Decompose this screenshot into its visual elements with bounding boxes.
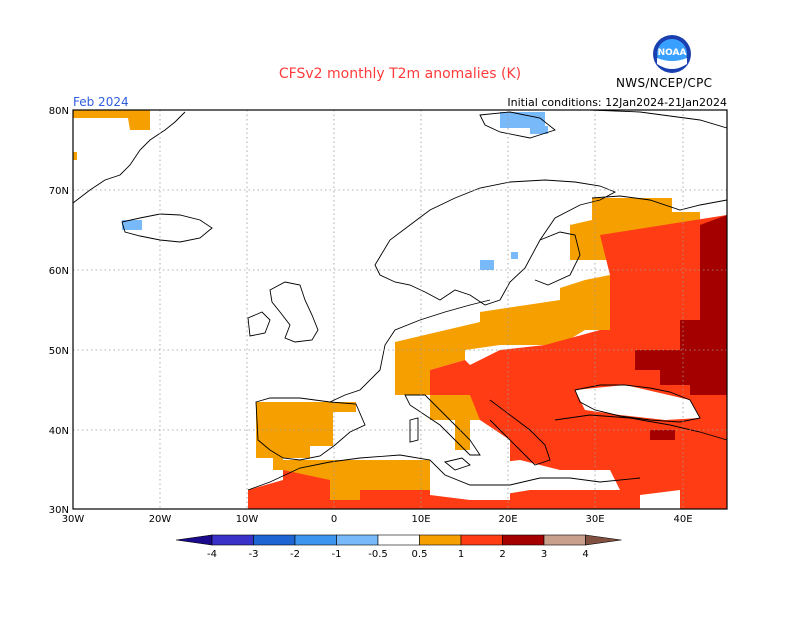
svg-text:NOAA: NOAA [658,48,687,58]
legend-swatch [336,534,379,546]
legend-swatch [502,534,545,546]
lon-label: 40E [673,514,692,525]
lon-label: 10W [236,514,259,525]
lon-label: 30W [62,514,85,525]
color-legend: -4 -3 -2 -1 -0.5 0.5 1 2 3 4 [175,534,622,560]
legend-tick-label: 3 [541,549,547,560]
legend-tick-label: 1 [458,549,464,560]
legend-swatch [294,534,337,546]
forecast-month: Feb 2024 [73,95,129,109]
graticule [73,110,727,509]
initial-conditions: Initial conditions: 12Jan2024-21Jan2024 [507,96,727,109]
lat-label: 80N [49,106,69,117]
lat-label: 40N [49,426,69,437]
lon-label: 20W [149,514,172,525]
legend-tick-label: -1 [332,549,342,560]
lat-label: 30N [49,505,69,516]
legend-tick-label: 4 [582,549,588,560]
noaa-logo: NOAA [653,35,691,73]
lon-label: 10E [411,514,430,525]
organization-label: NWS/NCEP/CPC [616,76,713,90]
chart-title: CFSv2 monthly T2m anomalies (K) [278,66,522,82]
legend-tick-label: -0.5 [368,549,388,560]
lon-label: 0 [331,514,337,525]
legend-tick-label: -3 [249,549,259,560]
lon-label: 20E [498,514,517,525]
legend-swatch [377,534,420,546]
lat-label: 50N [49,346,69,357]
legend-swatch [460,534,503,546]
legend-swatch [253,534,296,546]
coastlines [72,109,728,491]
lon-labels: 30W 20W 10W 0 10E 20E 30E 40E [62,514,693,525]
legend-swatch [419,534,462,546]
legend-tick-label: 2 [499,549,505,560]
lat-labels: 30N 40N 50N 60N 70N 80N [49,106,69,516]
legend-swatch [543,534,586,546]
map-frame [72,109,728,510]
legend-swatch [211,534,254,546]
legend-tick-label: 0.5 [412,549,428,560]
legend-tick-label: -2 [290,549,300,560]
legend-arrow-low [175,534,213,546]
legend-arrow-high [585,534,622,546]
lat-label: 60N [49,266,69,277]
legend-tick-label: -4 [207,549,217,560]
lon-label: 30E [585,514,604,525]
lat-label: 70N [49,186,69,197]
